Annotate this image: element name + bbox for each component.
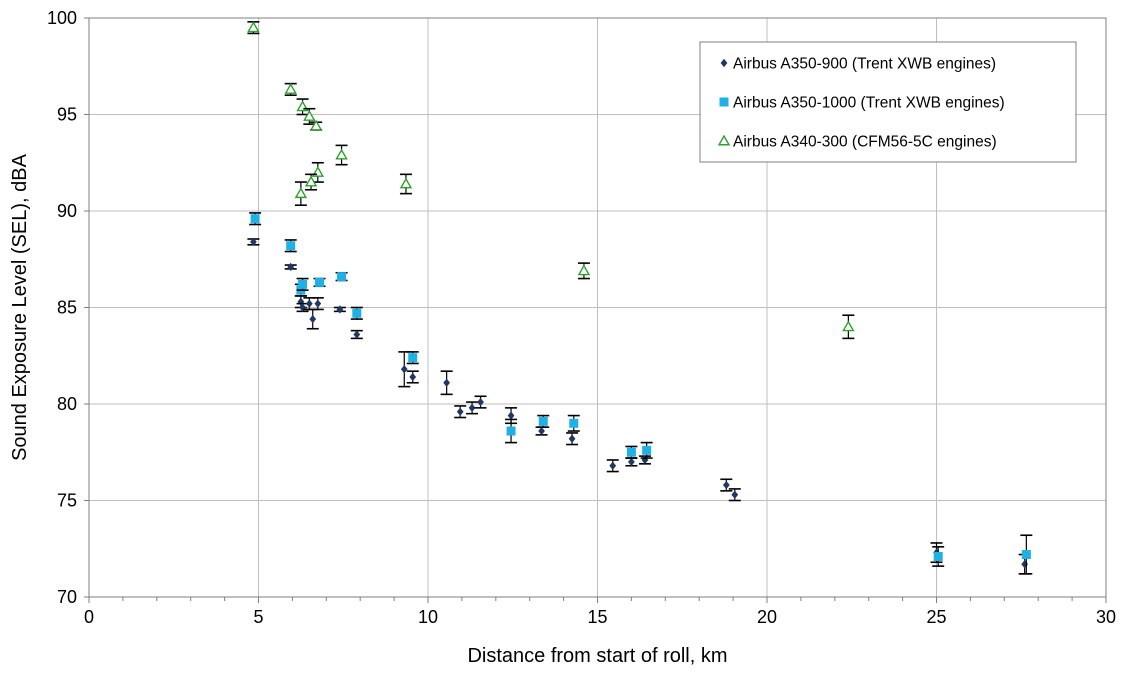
legend-label: Airbus A340-300 (CFM56-5C engines)	[733, 134, 997, 151]
tick-labels: 0 5 10 15 20 25 30 70 75 80 85 90 95 100	[47, 8, 1116, 627]
axis-ticks	[84, 17, 1107, 603]
data-point	[284, 82, 297, 94]
data-point	[456, 407, 464, 416]
data-point	[309, 119, 323, 131]
data-point	[309, 314, 317, 324]
y-tick-label: 75	[57, 491, 77, 511]
x-tick-label: 20	[757, 607, 777, 627]
y-tick-label: 95	[57, 105, 77, 125]
data-point	[842, 320, 855, 332]
data-point	[298, 279, 308, 289]
data-point	[408, 353, 418, 363]
data-point	[335, 148, 348, 160]
data-point	[352, 308, 362, 318]
data-point	[507, 411, 515, 420]
data-point	[506, 426, 516, 436]
x-axis-title: Distance from start of roll, km	[467, 645, 727, 667]
data-point	[731, 490, 739, 499]
legend: Airbus A350-900 (Trent XWB engines) Airbu…	[699, 41, 1077, 163]
data-point	[443, 378, 451, 387]
data-point	[287, 262, 295, 272]
data-point	[577, 264, 591, 276]
data-points	[247, 21, 1033, 575]
x-tick-label: 0	[84, 607, 94, 627]
data-point	[609, 461, 617, 470]
data-point	[538, 416, 548, 426]
data-point	[641, 455, 649, 465]
data-point	[247, 21, 260, 33]
data-point	[1021, 550, 1031, 560]
x-tick-label: 5	[253, 607, 263, 627]
data-point	[250, 214, 260, 224]
data-point	[294, 187, 308, 199]
y-tick-label: 70	[57, 587, 77, 607]
x-tick-label: 25	[926, 607, 946, 627]
data-point	[303, 110, 316, 121]
data-point	[1021, 559, 1028, 569]
legend-item: Airbus A350-900 (Trent XWB engines)	[720, 56, 996, 73]
legend-item: Airbus A350-1000 (Trent XWB engines)	[719, 95, 1005, 112]
legend-label: Airbus A350-900 (Trent XWB engines)	[733, 56, 996, 73]
data-point	[626, 447, 636, 457]
data-point	[399, 177, 413, 189]
data-point	[315, 277, 325, 287]
data-point	[477, 397, 484, 407]
data-point	[569, 418, 579, 428]
y-tick-label: 85	[57, 298, 77, 318]
data-point	[933, 551, 943, 561]
y-tick-label: 100	[47, 8, 77, 28]
x-tick-label: 30	[1096, 607, 1116, 627]
data-point	[722, 480, 730, 490]
legend-box	[699, 41, 1077, 163]
data-point	[353, 330, 361, 339]
series-square	[249, 212, 1033, 575]
data-point	[568, 434, 576, 443]
series-triangle	[247, 21, 855, 340]
legend-marker	[720, 58, 728, 68]
data-point	[286, 241, 296, 251]
y-axis-title: Sound Exposure Level (SEL), dBA	[9, 153, 31, 461]
legend-label: Airbus A350-1000 (Trent XWB engines)	[733, 95, 1005, 112]
data-point	[400, 365, 408, 374]
legend-item: Airbus A340-300 (CFM56-5C engines)	[717, 134, 997, 151]
data-point	[337, 272, 347, 282]
x-tick-label: 15	[587, 607, 607, 627]
data-point	[409, 372, 417, 382]
data-point	[250, 237, 257, 247]
x-tick-label: 10	[418, 607, 438, 627]
series-diamond	[247, 237, 1031, 575]
legend-marker	[719, 97, 729, 107]
data-point	[305, 299, 313, 308]
data-point	[314, 299, 322, 308]
legend-items: Airbus A350-900 (Trent XWB engines) Airbu…	[717, 56, 1005, 151]
data-point	[468, 403, 476, 413]
data-point	[304, 175, 318, 187]
data-point	[538, 426, 545, 436]
y-tick-label: 80	[57, 394, 77, 414]
data-point	[336, 305, 344, 314]
data-point	[628, 457, 635, 467]
legend-marker	[717, 134, 731, 146]
y-tick-label: 90	[57, 201, 77, 221]
data-point	[642, 445, 652, 455]
